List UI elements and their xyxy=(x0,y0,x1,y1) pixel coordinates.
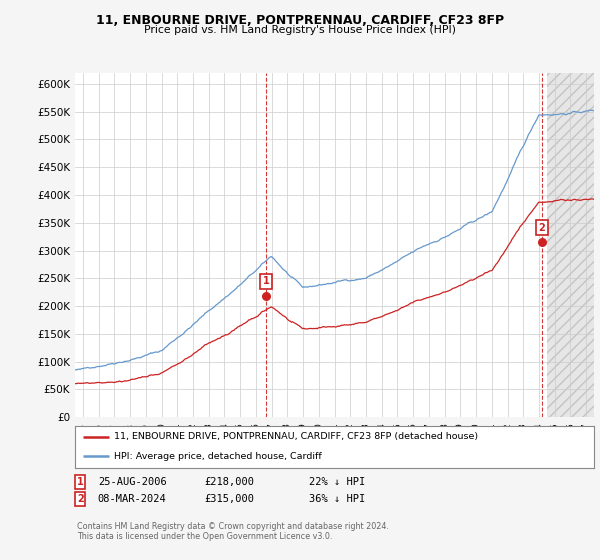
Text: 36% ↓ HPI: 36% ↓ HPI xyxy=(309,494,365,504)
Text: 1: 1 xyxy=(77,477,83,487)
Text: £315,000: £315,000 xyxy=(204,494,254,504)
Text: 11, ENBOURNE DRIVE, PONTPRENNAU, CARDIFF, CF23 8FP: 11, ENBOURNE DRIVE, PONTPRENNAU, CARDIFF… xyxy=(96,14,504,27)
Text: Price paid vs. HM Land Registry's House Price Index (HPI): Price paid vs. HM Land Registry's House … xyxy=(144,25,456,35)
Bar xyxy=(547,73,594,417)
Text: Contains HM Land Registry data © Crown copyright and database right 2024.
This d: Contains HM Land Registry data © Crown c… xyxy=(77,522,389,542)
Point xyxy=(261,292,271,301)
Text: 1: 1 xyxy=(263,277,269,286)
Text: 2: 2 xyxy=(539,222,545,232)
Text: HPI: Average price, detached house, Cardiff: HPI: Average price, detached house, Card… xyxy=(114,452,322,461)
Point xyxy=(537,238,547,247)
Text: 11, ENBOURNE DRIVE, PONTPRENNAU, CARDIFF, CF23 8FP (detached house): 11, ENBOURNE DRIVE, PONTPRENNAU, CARDIFF… xyxy=(114,432,478,441)
Text: 08-MAR-2024: 08-MAR-2024 xyxy=(98,494,167,504)
Text: £218,000: £218,000 xyxy=(204,477,254,487)
Text: 2: 2 xyxy=(77,494,83,504)
Text: 25-AUG-2006: 25-AUG-2006 xyxy=(98,477,167,487)
Text: 22% ↓ HPI: 22% ↓ HPI xyxy=(309,477,365,487)
